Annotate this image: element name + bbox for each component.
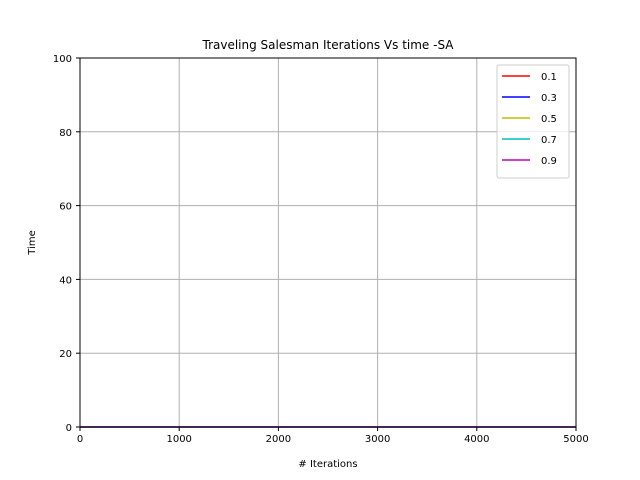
legend-label: 0.1 — [541, 72, 557, 83]
legend-label: 0.5 — [541, 114, 557, 125]
y-tick-label: 60 — [59, 202, 72, 213]
y-tick-label: 40 — [59, 275, 72, 286]
x-axis-label: # Iterations — [298, 459, 357, 470]
y-axis-label: Time — [27, 230, 38, 255]
y-tick-label: 20 — [59, 349, 72, 360]
plot-frame — [79, 57, 577, 428]
legend-label: 0.7 — [541, 135, 557, 146]
x-tick-label: 1000 — [166, 434, 191, 445]
x-tick-label: 4000 — [464, 434, 489, 445]
y-tick-label: 100 — [53, 54, 72, 65]
y-tick-label: 0 — [66, 423, 72, 434]
y-axis: 0 20 40 60 80 100 — [53, 54, 80, 434]
x-tick-label: 3000 — [365, 434, 390, 445]
x-tick-label: 2000 — [266, 434, 291, 445]
chart-title: Traveling Salesman Iterations Vs time -S… — [202, 38, 455, 52]
legend-box — [496, 64, 570, 179]
x-tick-label: 5000 — [563, 434, 588, 445]
legend: 0.1 0.3 0.5 0.7 0.9 — [496, 64, 570, 179]
x-axis: 0 1000 2000 3000 4000 5000 — [77, 427, 589, 445]
grid — [79, 57, 577, 428]
legend-label: 0.9 — [541, 156, 557, 167]
y-tick-label: 80 — [59, 128, 72, 139]
legend-label: 0.3 — [541, 93, 557, 104]
x-tick-label: 0 — [77, 434, 83, 445]
